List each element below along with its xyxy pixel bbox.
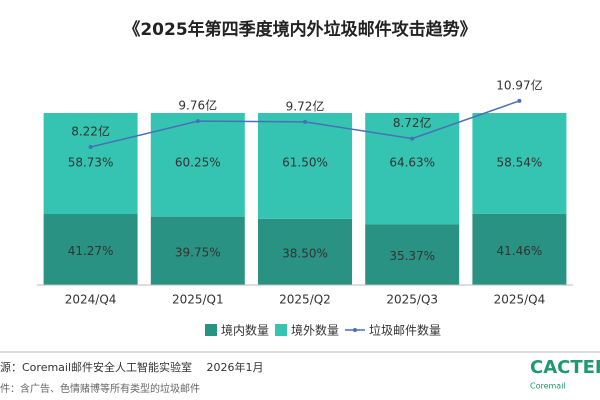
data-label: 61.50% (282, 156, 328, 170)
bar-segment (258, 218, 352, 285)
bar-segment (258, 113, 352, 219)
x-tick-label: 2025/Q4 (494, 293, 546, 307)
bar-segment (472, 113, 567, 214)
logo: CACTER (530, 357, 600, 378)
bar-segment (150, 113, 245, 217)
legend-label: 境内数量 (221, 323, 269, 338)
bar-segment (365, 113, 460, 225)
x-tick-label: 2024/Q4 (65, 293, 117, 307)
source: 源：Coremail邮件安全人工智能实验室 2026年1月 (0, 360, 264, 374)
data-label: 39.75% (175, 245, 221, 259)
line-point (88, 145, 93, 150)
data-label: 60.25% (175, 156, 221, 170)
legend-swatch (275, 324, 287, 336)
data-label: 35.37% (389, 249, 435, 263)
line-point (195, 119, 200, 124)
line-label: 9.72亿 (286, 98, 325, 113)
line-label: 8.22亿 (71, 124, 110, 139)
logo-sub: Coremail (530, 382, 566, 391)
bar-segment (365, 224, 460, 285)
legend-swatch (205, 324, 217, 336)
legend-swatch (353, 328, 357, 332)
chart-title: 《2025年第四季度境内外垃圾邮件攻击趋势》 (123, 19, 476, 40)
line-point (303, 119, 307, 124)
x-tick-label: 2025/Q1 (172, 293, 224, 307)
data-label: 38.50% (282, 246, 328, 260)
legend-label: 垃圾邮件数量 (369, 323, 441, 338)
bar-segment (472, 213, 567, 285)
x-tick-label: 2025/Q3 (386, 293, 438, 307)
x-tick-label: 2025/Q2 (279, 293, 331, 307)
legend-label: 境外数量 (291, 323, 339, 338)
bar-segment (43, 214, 138, 285)
data-label: 64.63% (389, 156, 435, 170)
data-label: 41.46% (497, 244, 543, 258)
note: 件：含广告、色情赌博等所有类型的垃圾邮件 (0, 382, 200, 395)
line-label: 8.72亿 (393, 115, 432, 130)
data-label: 41.27% (68, 244, 114, 258)
data-label: 58.54% (497, 156, 543, 170)
line-point (517, 98, 522, 103)
data-label: 58.73% (68, 156, 114, 170)
bar-segment (150, 216, 245, 285)
bar-segment (43, 113, 138, 215)
line-label: 10.97亿 (496, 77, 542, 92)
line-label: 9.76亿 (178, 98, 217, 113)
line-point (410, 136, 415, 141)
